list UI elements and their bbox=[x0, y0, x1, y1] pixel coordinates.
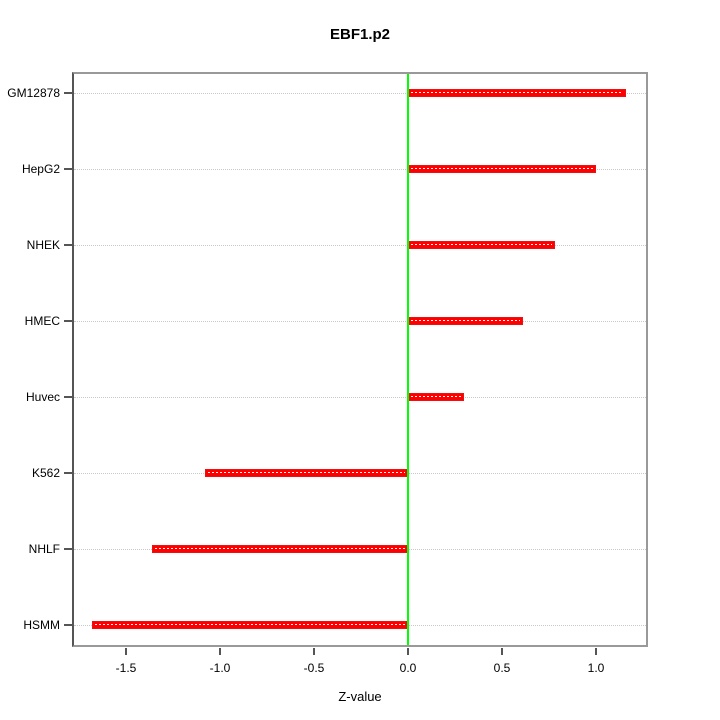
x-axis-tick bbox=[595, 648, 597, 655]
plot-area bbox=[72, 72, 648, 647]
x-axis-title: Z-value bbox=[338, 689, 382, 704]
y-axis-tick bbox=[64, 320, 72, 322]
x-axis-tick-label: 0.5 bbox=[493, 661, 511, 675]
x-axis-tick-label: 1.0 bbox=[587, 661, 605, 675]
bar-dot-pattern bbox=[95, 624, 405, 625]
gridline-huvec bbox=[74, 396, 646, 398]
bar-nhek bbox=[408, 241, 555, 249]
gridline-gm12878 bbox=[74, 92, 646, 94]
bar-hepg2 bbox=[408, 165, 596, 173]
gridline-nhek bbox=[74, 244, 646, 246]
bar-gm12878 bbox=[408, 89, 627, 97]
y-axis-tick bbox=[64, 396, 72, 398]
x-axis-tick-label: 0.0 bbox=[399, 661, 417, 675]
bar-nhlf bbox=[152, 545, 408, 553]
y-axis-tick bbox=[64, 548, 72, 550]
y-axis-label-hmec: HMEC bbox=[24, 314, 60, 328]
y-axis-label-hsmm: HSMM bbox=[23, 618, 60, 632]
zero-reference-line bbox=[407, 72, 409, 647]
bar-huvec bbox=[408, 393, 465, 401]
y-axis-label-k562: K562 bbox=[31, 466, 60, 480]
y-axis-label-huvec: Huvec bbox=[25, 390, 60, 404]
x-axis-tick-label: -1.5 bbox=[115, 661, 137, 675]
y-axis-tick bbox=[64, 168, 72, 170]
y-axis-tick bbox=[64, 92, 72, 94]
bar-dot-pattern bbox=[411, 244, 552, 245]
x-axis-tick bbox=[313, 648, 315, 655]
x-axis-tick bbox=[219, 648, 221, 655]
bar-dot-pattern bbox=[411, 396, 462, 397]
y-axis-tick bbox=[64, 244, 72, 246]
x-axis-tick bbox=[125, 648, 127, 655]
y-axis-label-nhek: NHEK bbox=[26, 238, 60, 252]
x-axis-tick bbox=[407, 648, 409, 655]
bar-hmec bbox=[408, 317, 523, 325]
bar-dot-pattern bbox=[207, 472, 405, 473]
plot-border-box bbox=[72, 72, 648, 647]
bar-dot-pattern bbox=[411, 92, 624, 93]
y-axis-label-nhlf: NHLF bbox=[28, 542, 60, 556]
chart-title: EBF1.p2 bbox=[329, 26, 390, 43]
y-axis-label-hepg2: HepG2 bbox=[21, 162, 60, 176]
bar-dot-pattern bbox=[155, 548, 405, 549]
y-axis-label-gm12878: GM12878 bbox=[7, 86, 60, 100]
bar-dot-pattern bbox=[411, 320, 520, 321]
y-axis-tick bbox=[64, 472, 72, 474]
y-axis-tick bbox=[64, 624, 72, 626]
x-axis-tick-label: -1.0 bbox=[209, 661, 231, 675]
bar-dot-pattern bbox=[411, 168, 593, 169]
x-axis-tick bbox=[501, 648, 503, 655]
bar-k562 bbox=[204, 469, 408, 477]
gridline-hmec bbox=[74, 320, 646, 322]
x-axis-tick-label: -0.5 bbox=[303, 661, 325, 675]
bar-hsmm bbox=[92, 621, 408, 629]
gridline-hepg2 bbox=[74, 168, 646, 170]
